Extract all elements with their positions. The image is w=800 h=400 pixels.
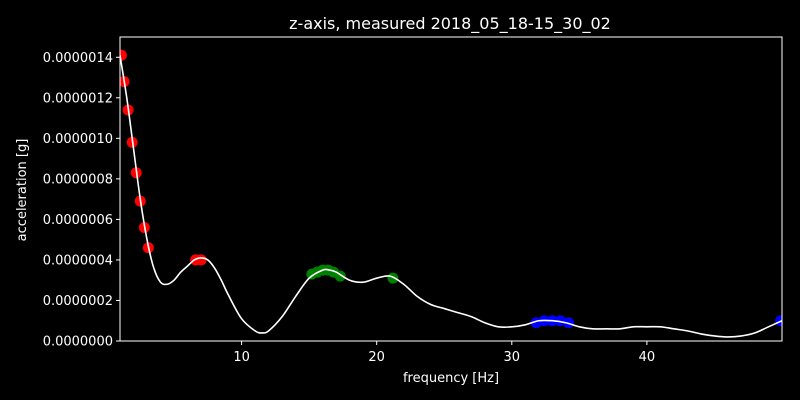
x-tick-label: 40 (639, 350, 656, 365)
y-tick-label: 0.0000002 (43, 294, 113, 309)
y-axis-label: acceleration [g] (15, 139, 30, 242)
x-tick-label: 20 (368, 350, 385, 365)
y-tick-label: 0.0000010 (43, 132, 113, 147)
x-axis-label: frequency [Hz] (403, 371, 499, 386)
x-tick-label: 10 (233, 350, 250, 365)
y-tick-label: 0.0000004 (43, 253, 113, 268)
y-tick-label: 0.0000000 (43, 335, 113, 350)
marker-point (387, 272, 399, 284)
y-tick-label: 0.0000006 (43, 213, 113, 228)
y-tick-label: 0.0000014 (43, 51, 113, 66)
marker-point (120, 49, 127, 61)
y-tick-label: 0.0000012 (43, 91, 113, 106)
chart-title: z-axis, measured 2018_05_18-15_30_02 (289, 14, 611, 34)
x-tick-label: 30 (504, 350, 521, 365)
marker-point (195, 254, 207, 266)
series-line (120, 55, 782, 338)
markers-group (120, 49, 782, 329)
plot-frame (119, 36, 783, 342)
y-axis: 0.0000000 0.0000002 0.0000004 0.0000006 0.00… (43, 51, 120, 350)
x-axis: 10 20 30 40 (233, 341, 655, 365)
y-tick-label: 0.0000008 (43, 172, 113, 187)
